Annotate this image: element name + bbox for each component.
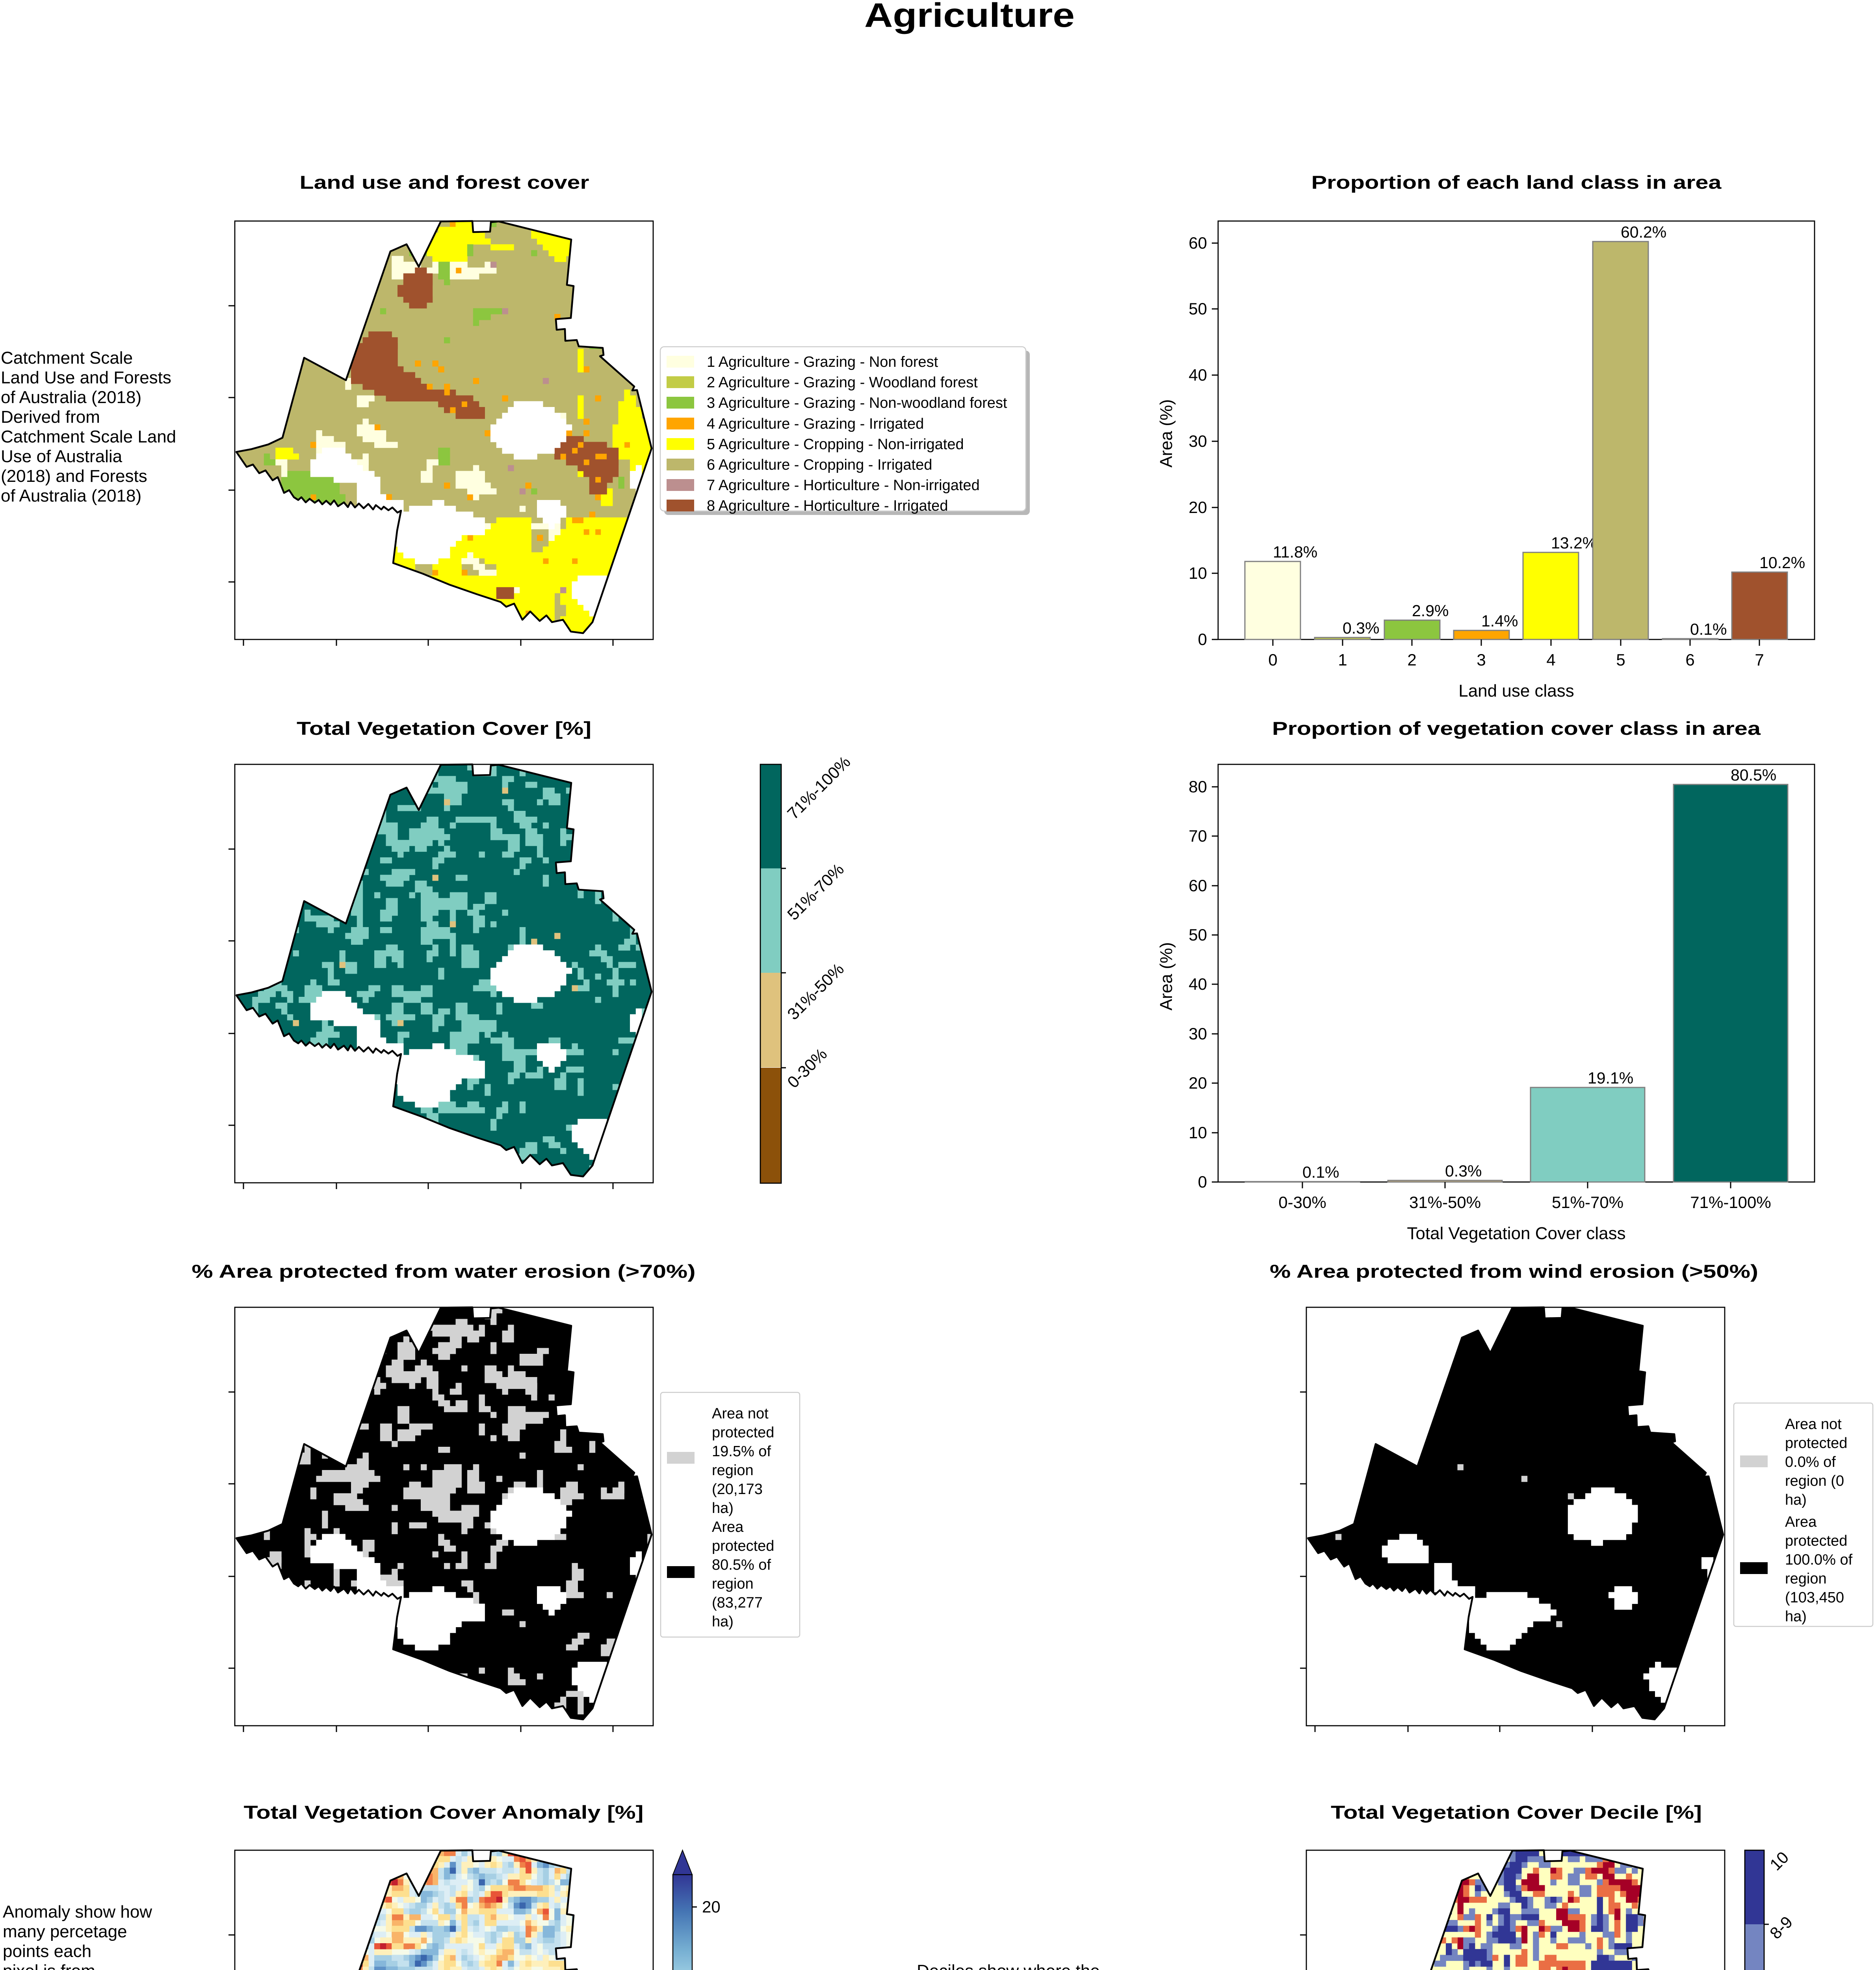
svg-text:Area not: Area not (1785, 1416, 1842, 1433)
svg-text:80.5%: 80.5% (1731, 766, 1776, 784)
svg-text:Area (%): Area (%) (1157, 399, 1176, 468)
svg-text:Land Use and Forests: Land Use and Forests (1, 368, 171, 387)
svg-text:70: 70 (1189, 827, 1207, 845)
svg-text:20: 20 (1189, 1074, 1207, 1092)
svg-text:5 Agriculture - Cropping - Non: 5 Agriculture - Cropping - Non-irrigated (707, 436, 964, 453)
svg-text:Land use and forest cover: Land use and forest cover (300, 172, 589, 193)
svg-text:Use of Australia: Use of Australia (1, 447, 123, 466)
svg-text:% Area protected from water er: % Area protected from water erosion (>70… (192, 1261, 696, 1282)
svg-text:1: 1 (1338, 650, 1347, 669)
svg-text:50: 50 (1189, 299, 1207, 318)
svg-text:6 Agriculture - Cropping - Irr: 6 Agriculture - Cropping - Irrigated (707, 457, 932, 473)
svg-text:7 Agriculture - Horticulture -: 7 Agriculture - Horticulture - Non-irrig… (707, 477, 980, 494)
svg-text:Agriculture: Agriculture (864, 0, 1075, 34)
svg-text:4: 4 (1546, 650, 1555, 669)
svg-text:region: region (712, 1576, 754, 1592)
svg-text:Deciles show where the: Deciles show where the (917, 1961, 1100, 1970)
svg-text:Proportion of each land class: Proportion of each land class in area (1311, 172, 1722, 193)
svg-text:ha): ha) (712, 1613, 734, 1630)
svg-text:Area not: Area not (712, 1405, 769, 1422)
svg-text:19.5% of: 19.5% of (712, 1443, 771, 1460)
svg-text:pixel is from: pixel is from (3, 1961, 95, 1970)
svg-text:protected: protected (712, 1424, 774, 1441)
svg-text:0.3%: 0.3% (1343, 619, 1379, 637)
svg-text:2 Agriculture - Grazing - Wood: 2 Agriculture - Grazing - Woodland fores… (707, 374, 978, 391)
svg-text:ha): ha) (712, 1500, 734, 1517)
svg-text:40: 40 (1189, 366, 1207, 384)
svg-text:2: 2 (1407, 650, 1416, 669)
svg-text:(103,450: (103,450 (1785, 1589, 1844, 1606)
svg-text:5: 5 (1616, 650, 1625, 669)
svg-text:Total Vegetation Cover Decile: Total Vegetation Cover Decile [%] (1331, 1802, 1702, 1823)
svg-text:1 Agriculture - Grazing - Non: 1 Agriculture - Grazing - Non forest (707, 354, 938, 370)
svg-text:Catchment Scale: Catchment Scale (1, 348, 133, 368)
svg-text:60: 60 (1189, 876, 1207, 895)
svg-text:20: 20 (702, 1898, 721, 1916)
svg-text:Area (%): Area (%) (1157, 942, 1176, 1011)
svg-text:60.2%: 60.2% (1621, 223, 1666, 241)
svg-text:Area: Area (1785, 1514, 1817, 1530)
svg-text:3: 3 (1477, 650, 1486, 669)
svg-text:10.2%: 10.2% (1759, 554, 1805, 572)
svg-text:19.1%: 19.1% (1588, 1069, 1633, 1087)
svg-text:of Australia (2018): of Australia (2018) (1, 388, 141, 407)
svg-text:Total Vegetation Cover Anomaly: Total Vegetation Cover Anomaly [%] (244, 1802, 644, 1823)
svg-text:60: 60 (1189, 234, 1207, 252)
svg-text:region: region (712, 1462, 754, 1479)
svg-text:80.5% of: 80.5% of (712, 1557, 771, 1573)
svg-text:0.3%: 0.3% (1445, 1162, 1482, 1180)
svg-text:Derived from: Derived from (1, 407, 100, 427)
svg-text:ha): ha) (1785, 1608, 1807, 1625)
svg-text:Land use class: Land use class (1458, 681, 1574, 701)
svg-text:ha): ha) (1785, 1492, 1807, 1508)
svg-text:7: 7 (1755, 650, 1764, 669)
svg-text:protected: protected (1785, 1533, 1847, 1549)
svg-text:Anomaly show how: Anomaly show how (3, 1902, 152, 1922)
svg-text:many percetage: many percetage (3, 1922, 127, 1941)
svg-text:0.1%: 0.1% (1302, 1163, 1339, 1181)
svg-text:(20,173: (20,173 (712, 1481, 763, 1498)
svg-text:protected: protected (1785, 1435, 1847, 1451)
svg-text:Total Vegetation Cover [%]: Total Vegetation Cover [%] (297, 718, 591, 739)
svg-text:13.2%: 13.2% (1551, 534, 1597, 552)
svg-text:Proportion of vegetation cover: Proportion of vegetation cover class in … (1272, 718, 1761, 739)
svg-text:40: 40 (1189, 975, 1207, 993)
svg-text:20: 20 (1189, 498, 1207, 517)
svg-text:0-30%: 0-30% (1278, 1193, 1326, 1212)
svg-text:of Australia (2018): of Australia (2018) (1, 486, 141, 506)
svg-text:Catchment Scale Land: Catchment Scale Land (1, 427, 176, 446)
svg-text:100.0% of: 100.0% of (1785, 1552, 1853, 1568)
svg-text:2.9%: 2.9% (1412, 602, 1449, 620)
svg-text:51%-70%: 51%-70% (1552, 1193, 1623, 1212)
svg-text:8 Agriculture - Horticulture -: 8 Agriculture - Horticulture - Irrigated (707, 498, 948, 514)
svg-text:6: 6 (1685, 650, 1694, 669)
svg-text:80: 80 (1189, 777, 1207, 796)
svg-text:Total Vegetation Cover class: Total Vegetation Cover class (1407, 1224, 1625, 1243)
svg-text:0: 0 (1198, 630, 1207, 649)
svg-text:region (0: region (0 (1785, 1473, 1844, 1489)
svg-text:region: region (1785, 1570, 1827, 1587)
svg-text:3 Agriculture - Grazing - Non-: 3 Agriculture - Grazing - Non-woodland f… (707, 395, 1007, 411)
svg-text:0: 0 (1268, 650, 1277, 669)
svg-text:10: 10 (1189, 564, 1207, 582)
svg-text:(83,277: (83,277 (712, 1595, 763, 1611)
svg-text:1.4%: 1.4% (1481, 612, 1518, 630)
svg-text:0.0% of: 0.0% of (1785, 1454, 1836, 1470)
svg-text:points each: points each (3, 1942, 91, 1961)
svg-text:31%-50%: 31%-50% (1409, 1193, 1481, 1212)
svg-text:protected: protected (712, 1538, 774, 1554)
svg-text:11.8%: 11.8% (1273, 543, 1317, 561)
svg-text:71%-100%: 71%-100% (1690, 1193, 1771, 1212)
svg-text:30: 30 (1189, 1024, 1207, 1043)
svg-text:4 Agriculture - Grazing - Irri: 4 Agriculture - Grazing - Irrigated (707, 416, 924, 432)
svg-text:10: 10 (1189, 1123, 1207, 1142)
svg-text:% Area protected from wind ero: % Area protected from wind erosion (>50%… (1270, 1261, 1758, 1282)
svg-text:50: 50 (1189, 926, 1207, 944)
svg-text:30: 30 (1189, 432, 1207, 450)
svg-text:0: 0 (1198, 1173, 1207, 1191)
svg-text:(2018) and Forests: (2018) and Forests (1, 466, 147, 486)
svg-text:Area: Area (712, 1519, 744, 1535)
svg-text:0.1%: 0.1% (1690, 620, 1727, 638)
